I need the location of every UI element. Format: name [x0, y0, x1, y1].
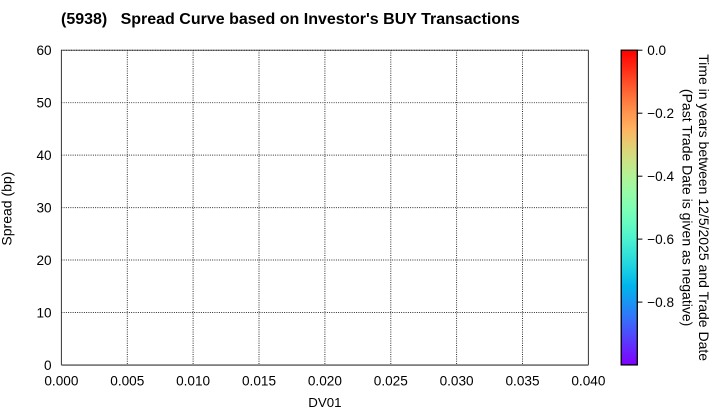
svg-text:0.040: 0.040 — [571, 373, 605, 388]
svg-text:−0.2: −0.2 — [647, 106, 674, 121]
svg-text:60: 60 — [36, 43, 52, 58]
svg-text:0.0: 0.0 — [647, 43, 666, 58]
svg-text:0.020: 0.020 — [308, 373, 342, 388]
svg-text:(Past Trade Date is given as n: (Past Trade Date is given as negative) — [680, 89, 696, 326]
svg-text:−0.6: −0.6 — [647, 232, 674, 247]
svg-text:20: 20 — [36, 253, 52, 268]
svg-text:−0.4: −0.4 — [647, 169, 674, 184]
svg-text:Time in years between 12/5/202: Time in years between 12/5/2025 and Trad… — [696, 54, 712, 361]
svg-text:(5938) Spread Curve based on: (5938) Spread Curve based on Investor's … — [61, 11, 520, 28]
svg-text:0.000: 0.000 — [44, 373, 78, 388]
svg-text:50: 50 — [36, 96, 52, 111]
svg-text:0.010: 0.010 — [176, 373, 210, 388]
svg-text:Spread (bp): Spread (bp) — [0, 172, 15, 246]
svg-text:0.015: 0.015 — [242, 373, 276, 388]
svg-text:0.035: 0.035 — [505, 373, 539, 388]
svg-text:0.025: 0.025 — [374, 373, 408, 388]
svg-text:0.030: 0.030 — [440, 373, 474, 388]
svg-text:10: 10 — [36, 305, 52, 320]
svg-text:−0.8: −0.8 — [647, 295, 674, 310]
svg-text:0.005: 0.005 — [110, 373, 144, 388]
svg-text:40: 40 — [36, 148, 52, 163]
svg-text:30: 30 — [36, 201, 52, 216]
svg-text:DV01: DV01 — [308, 395, 341, 410]
svg-text:0: 0 — [44, 358, 52, 373]
